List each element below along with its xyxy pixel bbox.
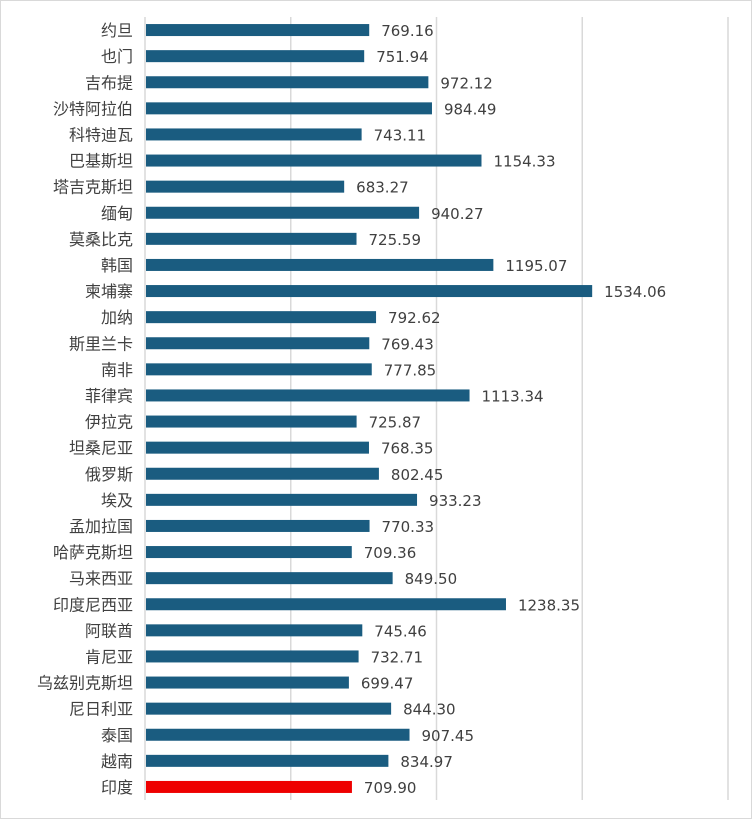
data-label: 802.45 (391, 466, 444, 484)
data-label: 699.47 (361, 675, 414, 693)
bar (146, 415, 357, 428)
bar (146, 258, 494, 271)
category-label: 越南 (101, 752, 133, 771)
bar (146, 728, 410, 741)
category-label: 塔吉克斯坦 (53, 178, 133, 197)
data-label: 777.85 (384, 361, 437, 379)
category-label: 尼日利亚 (69, 700, 133, 719)
bar (146, 363, 372, 376)
data-label: 769.16 (381, 22, 434, 40)
bar (146, 441, 369, 454)
data-label: 933.23 (429, 492, 482, 510)
bar (146, 572, 393, 585)
category-label: 埃及 (101, 491, 133, 510)
bar (146, 337, 370, 350)
data-label: 834.97 (400, 753, 453, 771)
category-label: 马来西亚 (69, 569, 133, 588)
category-label: 斯里兰卡 (69, 334, 133, 353)
category-label: 菲律宾 (85, 386, 133, 405)
category-label: 印度尼西亚 (53, 595, 133, 614)
data-label: 940.27 (431, 205, 484, 223)
category-label: 巴基斯坦 (69, 152, 133, 171)
bar (146, 180, 345, 193)
bar (146, 598, 506, 611)
category-label: 加纳 (101, 308, 133, 327)
category-label: 孟加拉国 (69, 517, 133, 536)
bar (146, 650, 359, 663)
data-label: 1113.34 (482, 387, 544, 405)
bar (146, 154, 482, 167)
bar (146, 754, 389, 767)
data-label: 743.11 (374, 126, 427, 144)
bar (146, 467, 379, 480)
data-label: 792.62 (388, 309, 441, 327)
category-label: 缅甸 (101, 204, 133, 223)
category-label: 泰国 (101, 726, 133, 745)
data-label: 725.59 (369, 231, 422, 249)
bar (146, 50, 365, 63)
data-label: 849.50 (405, 570, 458, 588)
category-label: 乌兹别克斯坦 (37, 674, 133, 693)
bar (146, 519, 370, 532)
bar (146, 493, 418, 506)
category-label: 坦桑尼亚 (69, 439, 133, 458)
bar (146, 102, 432, 115)
data-label: 1238.35 (518, 596, 580, 614)
category-label: 韩国 (101, 256, 133, 275)
data-label: 709.36 (364, 544, 417, 562)
data-label: 984.49 (444, 100, 497, 118)
bar (146, 128, 362, 141)
bar (146, 232, 357, 245)
category-label: 也门 (101, 47, 133, 66)
bar (146, 24, 370, 37)
category-label: 莫桑比克 (69, 230, 133, 249)
category-label: 科特迪瓦 (69, 125, 133, 144)
data-label: 907.45 (422, 727, 475, 745)
data-label: 768.35 (381, 440, 434, 458)
data-label: 770.33 (382, 518, 435, 536)
category-label: 哈萨克斯坦 (53, 543, 133, 562)
bar (146, 676, 349, 689)
data-label: 725.87 (369, 414, 422, 432)
bar (146, 206, 420, 219)
bar (146, 702, 392, 715)
bar (146, 285, 593, 298)
data-label: 844.30 (403, 701, 456, 719)
category-label: 伊拉克 (85, 413, 133, 432)
bar (146, 546, 352, 559)
data-label: 745.46 (374, 622, 427, 640)
bar (146, 76, 429, 89)
category-label: 吉布提 (85, 73, 133, 92)
category-label: 柬埔寨 (85, 282, 133, 301)
category-label: 印度 (101, 778, 133, 797)
category-label: 肯尼亚 (85, 647, 133, 666)
data-label: 751.94 (376, 48, 429, 66)
data-label: 972.12 (440, 74, 493, 92)
category-label: 约旦 (101, 21, 133, 40)
bar (146, 389, 470, 402)
bar (146, 624, 363, 637)
data-label: 1154.33 (493, 153, 555, 171)
data-label: 683.27 (356, 179, 409, 197)
data-label: 1534.06 (604, 283, 666, 301)
category-label: 俄罗斯 (85, 465, 133, 484)
data-label: 709.90 (364, 779, 417, 797)
category-label: 阿联酋 (85, 621, 133, 640)
category-label: 南非 (101, 360, 133, 379)
data-label: 769.43 (381, 335, 434, 353)
bar (146, 311, 377, 324)
data-label: 1195.07 (505, 257, 567, 275)
category-label: 沙特阿拉伯 (53, 99, 133, 118)
data-label: 732.71 (371, 648, 424, 666)
bar (146, 780, 352, 793)
